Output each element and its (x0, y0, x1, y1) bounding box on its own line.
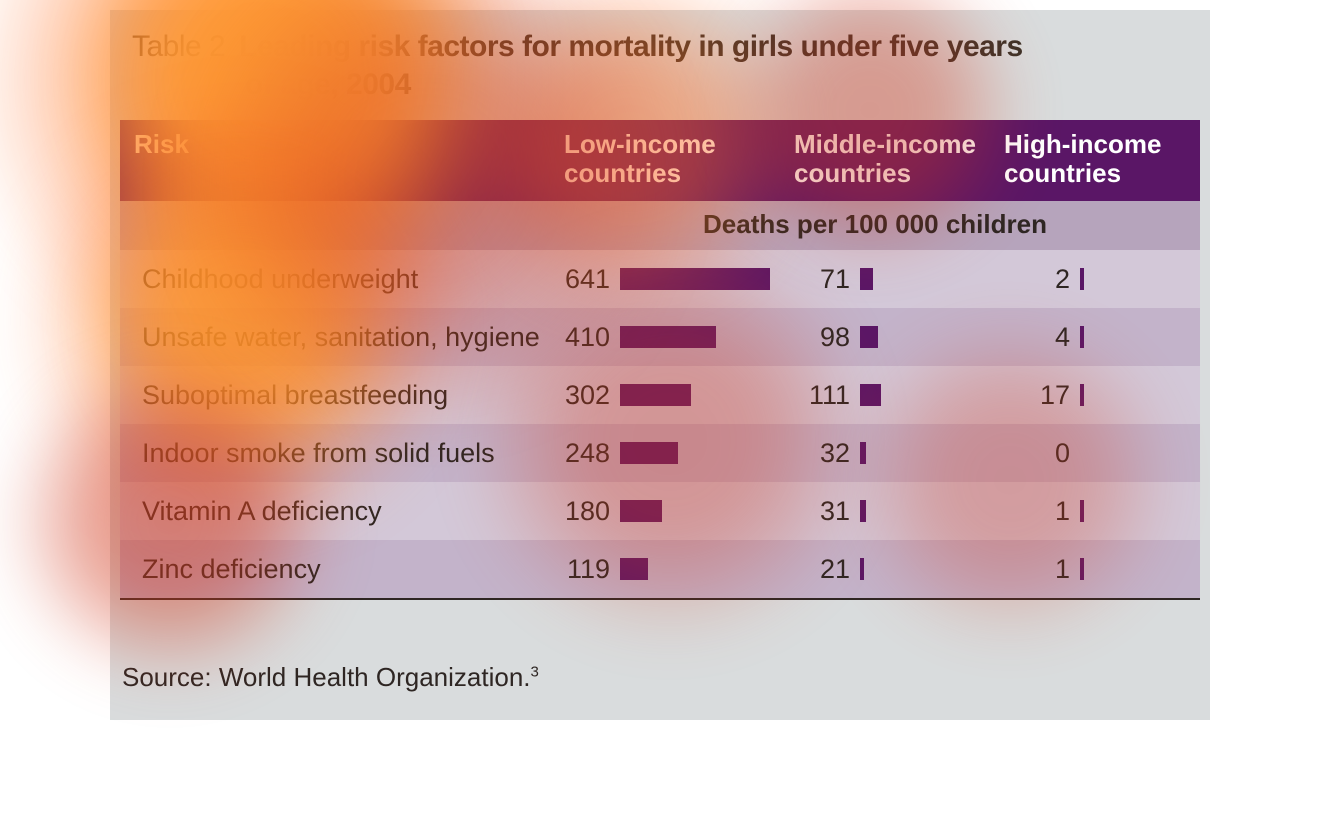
row-label: Zinc deficiency (120, 554, 550, 585)
row-label: Childhood underweight (120, 264, 550, 295)
value-low: 119 (550, 554, 620, 585)
value-high: 4 (990, 322, 1080, 353)
data-table: Risk Low-income countries Middle-income … (120, 120, 1200, 600)
value-high: 0 (990, 438, 1080, 469)
value-mid: 21 (780, 554, 860, 585)
value-mid: 31 (780, 496, 860, 527)
col-header-risk: Risk (120, 120, 550, 201)
value-high: 1 (990, 554, 1080, 585)
table-row: Unsafe water, sanitation, hygiene410 98 4 (120, 308, 1200, 366)
table-row: Indoor smoke from solid fuels248 32 0 (120, 424, 1200, 482)
table-panel: Table 2 Leading risk factors for mortali… (110, 10, 1210, 720)
source-superscript: 3 (531, 663, 539, 680)
table-subheader: Deaths per 100 000 children (120, 201, 1200, 250)
value-bar (1080, 384, 1084, 406)
table-header-row: Risk Low-income countries Middle-income … (120, 120, 1200, 201)
source-citation: Source: World Health Organization.3 (122, 662, 539, 693)
cell-low-income: 248 (550, 438, 780, 469)
cell-high-income: 1 (990, 496, 1200, 527)
value-bar (620, 558, 648, 580)
cell-middle-income: 31 (780, 496, 990, 527)
value-mid: 71 (780, 264, 860, 295)
value-low: 641 (550, 264, 620, 295)
value-bar (860, 268, 873, 290)
row-label: Unsafe water, sanitation, hygiene (120, 322, 550, 353)
col-header-low-income: Low-income countries (550, 120, 780, 201)
value-bar (860, 558, 864, 580)
value-high: 2 (990, 264, 1080, 295)
cell-low-income: 302 (550, 380, 780, 411)
value-low: 180 (550, 496, 620, 527)
cell-low-income: 410 (550, 322, 780, 353)
value-low: 410 (550, 322, 620, 353)
table-body: Childhood underweight641 71 2 Unsafe water,… (120, 250, 1200, 598)
cell-low-income: 119 (550, 554, 780, 585)
table-row: Suboptimal breastfeeding302 111 17 (120, 366, 1200, 424)
cell-middle-income: 32 (780, 438, 990, 469)
row-label: Suboptimal breastfeeding (120, 380, 550, 411)
table-row: Childhood underweight641 71 2 (120, 250, 1200, 308)
value-bar (1080, 326, 1084, 348)
col-header-high-income: High-income countries (990, 120, 1200, 201)
value-bar (860, 326, 878, 348)
cell-low-income: 641 (550, 264, 780, 295)
value-bar (1080, 500, 1084, 522)
table-title: Table 2 Leading risk factors for mortali… (132, 28, 1170, 103)
canvas: Table 2 Leading risk factors for mortali… (0, 0, 1322, 820)
value-bar (1080, 558, 1084, 580)
cell-high-income: 0 (990, 438, 1200, 469)
cell-high-income: 17 (990, 380, 1200, 411)
row-label: Vitamin A deficiency (120, 496, 550, 527)
cell-middle-income: 71 (780, 264, 990, 295)
title-line1: Leading risk factors for mortality in gi… (239, 30, 1023, 63)
value-bar (860, 500, 866, 522)
value-mid: 111 (780, 380, 860, 411)
value-mid: 98 (780, 322, 860, 353)
cell-high-income: 1 (990, 554, 1200, 585)
table-row: Vitamin A deficiency180 31 1 (120, 482, 1200, 540)
subheader-label: Deaths per 100 000 children (550, 201, 1200, 250)
cell-high-income: 2 (990, 264, 1200, 295)
title-prefix: Table 2 (132, 30, 225, 63)
value-mid: 32 (780, 438, 860, 469)
cell-middle-income: 111 (780, 380, 990, 411)
table-row: Zinc deficiency119 21 1 (120, 540, 1200, 598)
value-bar (860, 442, 866, 464)
row-label: Indoor smoke from solid fuels (120, 438, 550, 469)
cell-middle-income: 21 (780, 554, 990, 585)
value-bar (620, 500, 662, 522)
value-low: 248 (550, 438, 620, 469)
value-high: 17 (990, 380, 1080, 411)
value-low: 302 (550, 380, 620, 411)
cell-low-income: 180 (550, 496, 780, 527)
value-high: 1 (990, 496, 1080, 527)
value-bar (620, 442, 678, 464)
source-text: Source: World Health Organization. (122, 662, 531, 692)
cell-middle-income: 98 (780, 322, 990, 353)
value-bar (620, 268, 770, 290)
title-line2: of age, 2004 (132, 68, 411, 101)
value-bar (620, 384, 691, 406)
col-header-middle-income: Middle-income countries (780, 120, 990, 201)
value-bar (860, 384, 881, 406)
value-bar (620, 326, 716, 348)
table-bottom-rule (120, 598, 1200, 600)
value-bar (1080, 268, 1084, 290)
cell-high-income: 4 (990, 322, 1200, 353)
